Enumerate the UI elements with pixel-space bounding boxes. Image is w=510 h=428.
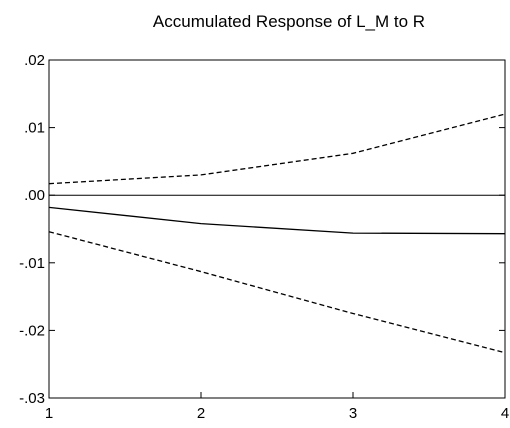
upper-band-line bbox=[48, 113, 506, 185]
chart-title: Accumulated Response of L_M to R bbox=[153, 12, 425, 31]
y-axis-ticks: .02 .01 .00 -.01 -.02 -.03 bbox=[19, 52, 505, 407]
x-axis-ticks: 1 2 3 4 bbox=[45, 392, 509, 422]
y-tick-label: .00 bbox=[24, 187, 45, 204]
plot-frame bbox=[48, 59, 506, 399]
y-tick-label: -.02 bbox=[19, 322, 45, 339]
x-tick-label: 2 bbox=[197, 405, 205, 422]
y-tick-label: -.03 bbox=[19, 390, 45, 407]
response-line bbox=[48, 206, 506, 235]
x-tick-label: 4 bbox=[501, 405, 509, 422]
y-tick-label: .02 bbox=[24, 52, 45, 69]
x-tick-label: 1 bbox=[45, 405, 53, 422]
y-tick-label: .01 bbox=[24, 120, 45, 137]
x-tick-label: 3 bbox=[349, 405, 357, 422]
plot-area bbox=[48, 59, 506, 399]
lower-band-line bbox=[48, 231, 506, 354]
series-layer bbox=[48, 113, 506, 354]
y-tick-label: -.01 bbox=[19, 255, 45, 272]
